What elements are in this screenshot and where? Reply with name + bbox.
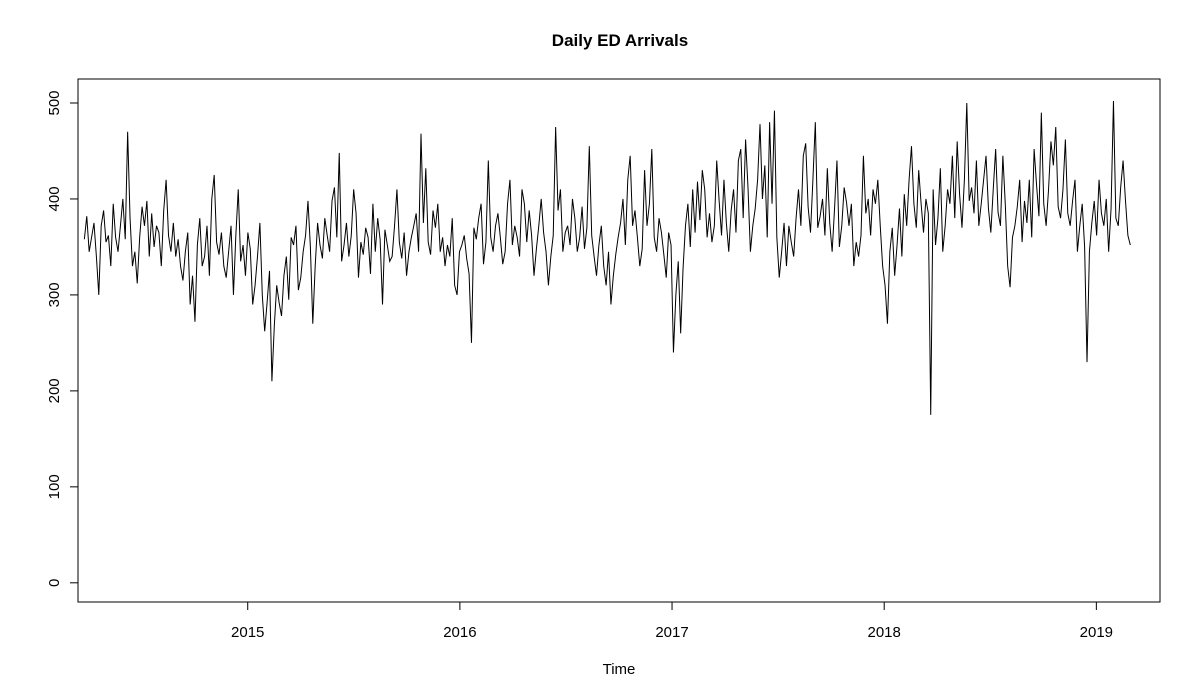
x-axis-label: Time bbox=[603, 661, 636, 678]
y-tick-label: 500 bbox=[46, 90, 63, 115]
x-tick-label: 2015 bbox=[231, 624, 264, 641]
y-tick-label: 100 bbox=[46, 474, 63, 499]
x-tick-label: 2016 bbox=[443, 624, 476, 641]
x-tick-label: 2017 bbox=[655, 624, 688, 641]
chart-title: Daily ED Arrivals bbox=[552, 31, 688, 50]
plot-frame bbox=[77, 78, 1161, 603]
x-tick-label: 2018 bbox=[868, 624, 901, 641]
y-axis: 0 100 200 300 400 500 bbox=[46, 90, 78, 587]
y-tick-label: 200 bbox=[46, 378, 63, 403]
y-tick-label: 300 bbox=[46, 282, 63, 307]
y-tick-label: 400 bbox=[46, 186, 63, 211]
x-tick-label: 2019 bbox=[1080, 624, 1113, 641]
x-axis: 2015 2016 2017 2018 2019 bbox=[231, 602, 1113, 641]
y-tick-label: 0 bbox=[46, 579, 63, 587]
series-line bbox=[83, 101, 1131, 415]
